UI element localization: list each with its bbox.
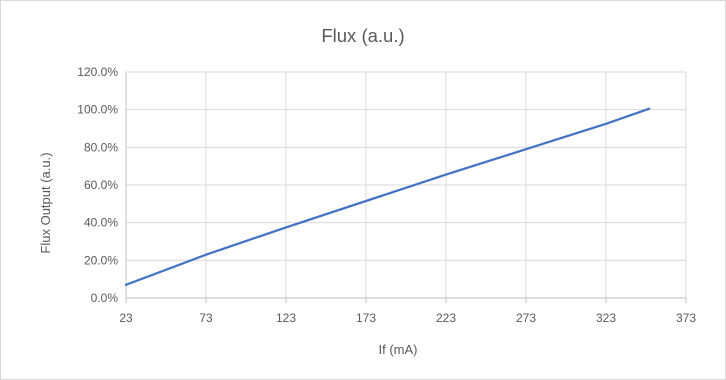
gridlines: [125, 71, 687, 303]
x-tick-label: 373: [676, 311, 696, 325]
x-tick-label: 223: [436, 311, 456, 325]
series-line: [124, 107, 651, 286]
y-tick-label: 100.0%: [77, 103, 118, 117]
y-tick-label: 40.0%: [84, 216, 118, 230]
y-tick-label: 120.0%: [77, 65, 118, 79]
x-axis-title: If (mA): [379, 342, 418, 357]
x-tick-label: 173: [356, 311, 376, 325]
x-tick-label: 273: [516, 311, 536, 325]
chart-title: Flux (a.u.): [321, 25, 404, 46]
x-tick-label: 73: [199, 311, 213, 325]
y-axis-ticks: 0.0% 20.0% 40.0% 60.0% 80.0% 100.0% 120.0%: [77, 65, 118, 305]
y-tick-label: 0.0%: [91, 291, 119, 305]
x-tick-label: 123: [276, 311, 296, 325]
y-tick-label: 80.0%: [84, 140, 118, 154]
y-tick-label: 60.0%: [84, 178, 118, 192]
x-tick-label: 23: [119, 311, 133, 325]
x-axis-ticks: 23 73 123 173 223 273 323 373: [119, 311, 696, 325]
x-tick-label: 323: [596, 311, 616, 325]
y-axis-title: Flux Output (a.u.): [38, 152, 53, 253]
y-tick-label: 20.0%: [84, 253, 118, 267]
series-layer: [124, 107, 651, 286]
